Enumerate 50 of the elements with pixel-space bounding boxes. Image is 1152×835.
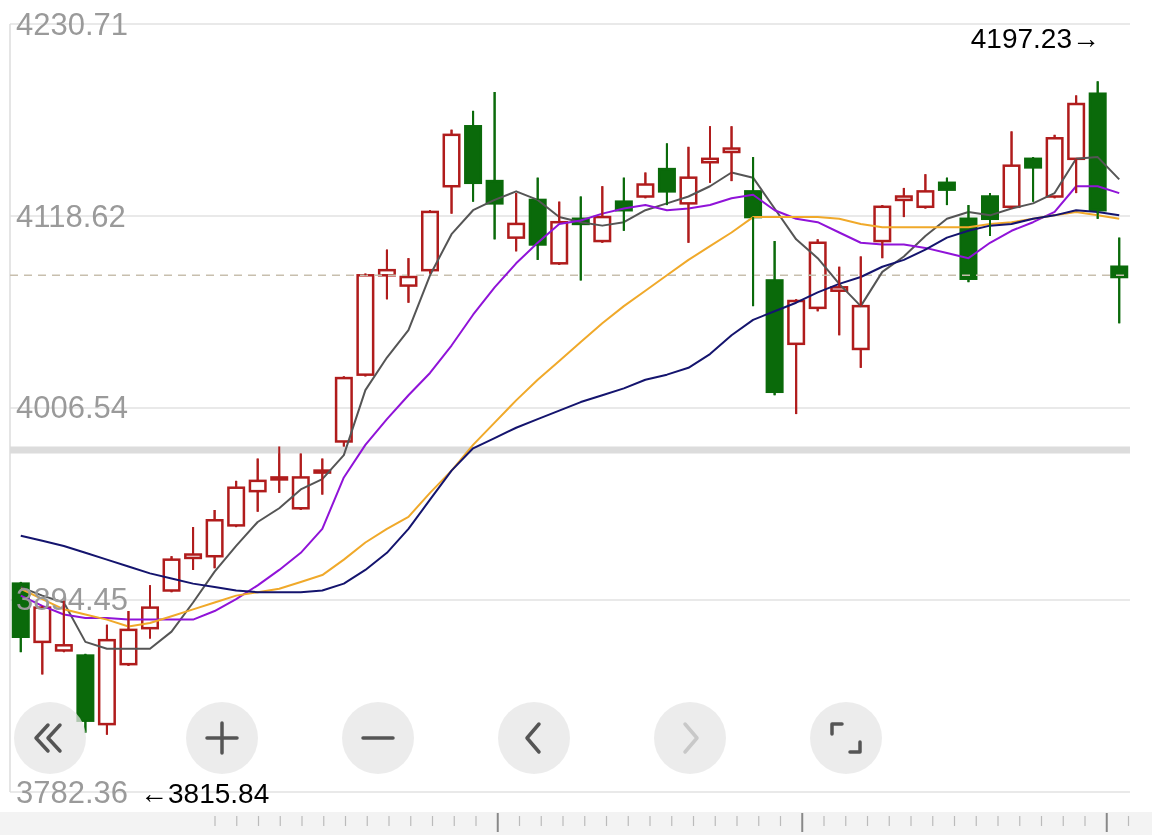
candlestick: [722, 125, 741, 183]
y-tick-label: 3782.36: [16, 774, 129, 810]
candlestick: [1110, 236, 1129, 325]
candlestick: [701, 125, 719, 184]
candlestick: [1045, 133, 1064, 200]
candlestick: [248, 457, 267, 513]
candlestick: [227, 479, 246, 529]
annotation: 4197.23→: [970, 23, 1100, 54]
candlestick: [808, 238, 827, 313]
candlestick: [657, 142, 676, 207]
candlestick: [528, 176, 547, 261]
candlestick: [830, 265, 849, 337]
candlestick: [421, 209, 439, 275]
candlestick: [765, 240, 784, 397]
candlestick: [1002, 130, 1021, 210]
candlestick: [399, 257, 418, 304]
candlestick: [291, 452, 310, 511]
annotation: ←3815.84: [140, 778, 270, 809]
candlestick: [787, 298, 806, 416]
candlestick: [334, 375, 353, 448]
candlestick: [1067, 94, 1086, 195]
candlestick: [141, 584, 159, 640]
candlestick: [1088, 80, 1107, 220]
candlestick: [76, 652, 95, 734]
candlestick: [636, 171, 655, 200]
candlestick: [270, 445, 289, 494]
candlestick: [851, 255, 870, 369]
candlestick: [184, 526, 203, 571]
candlestick: [593, 185, 612, 244]
candlestick: [873, 204, 892, 260]
candlestick: [679, 145, 698, 244]
candlestick: [1024, 156, 1043, 203]
candlestick: [356, 272, 375, 378]
candlestick: [937, 176, 956, 207]
candlestick: [507, 192, 526, 253]
candlestick: [442, 128, 461, 215]
y-tick-label: 4006.54: [16, 390, 129, 426]
candlestick: [205, 508, 224, 570]
candlestick: [377, 248, 396, 301]
candlestick: [550, 200, 569, 267]
candlestick: [119, 610, 138, 667]
candlestick: [916, 173, 935, 210]
candlestick: [313, 457, 332, 496]
candlestick: [162, 555, 181, 594]
candlestick: [97, 623, 116, 736]
candlestick: [894, 186, 913, 219]
y-tick-label: 4118.62: [16, 198, 126, 234]
y-tick-label: 4230.71: [16, 6, 129, 42]
candlestick: [485, 91, 504, 241]
candlestick: [464, 109, 483, 203]
